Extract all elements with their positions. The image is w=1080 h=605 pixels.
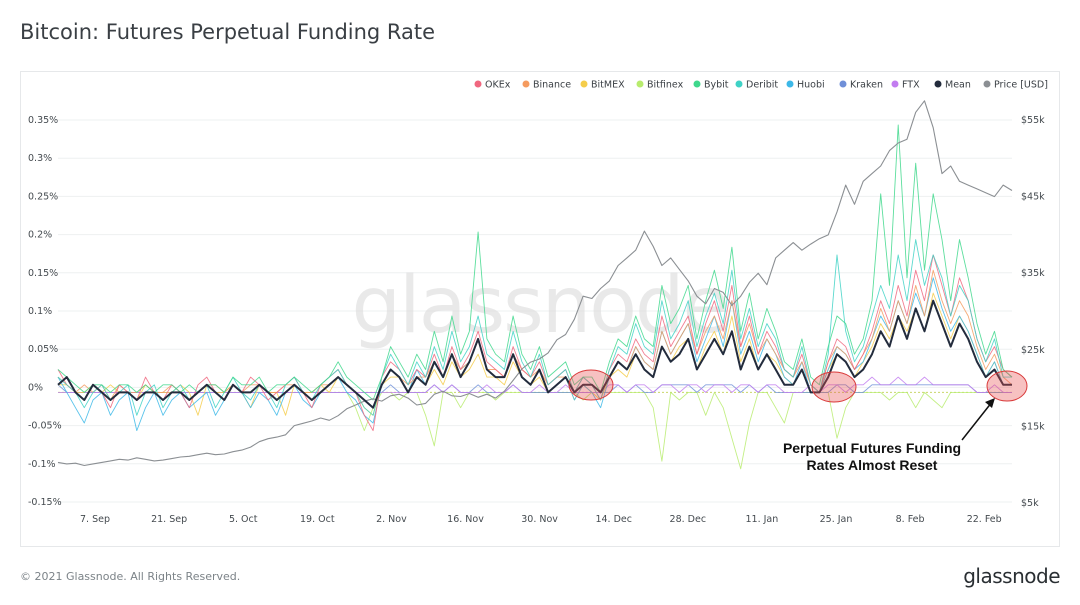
y-right-tick: $35k bbox=[1021, 268, 1045, 279]
legend-marker bbox=[474, 80, 482, 88]
legend-marker bbox=[735, 80, 743, 88]
y-left-tick: 0% bbox=[28, 382, 43, 393]
legend: OKEx Binance BitMEX Bitfinex Bybit Deribit Huo… bbox=[474, 80, 1048, 91]
x-tick: 28. Dec bbox=[670, 514, 707, 525]
y-right-tick: $5k bbox=[1021, 498, 1039, 509]
series-line-deribit bbox=[57, 239, 1012, 416]
y-axis-left: 0.35% 0.3% 0.25% 0.2% 0.15% 0.1% 0.05% 0% -0.05%… bbox=[28, 115, 62, 508]
x-tick: 30. Nov bbox=[521, 514, 558, 525]
series-lines bbox=[57, 100, 1013, 470]
legend-marker bbox=[934, 80, 942, 88]
highlight-circle-jan bbox=[811, 371, 857, 403]
legend-marker bbox=[839, 80, 847, 88]
legend-marker bbox=[636, 80, 644, 88]
y-right-tick: $15k bbox=[1021, 421, 1045, 432]
legend-marker bbox=[522, 80, 530, 88]
legend-label[interactable]: Mean bbox=[945, 80, 971, 91]
highlight-circle-feb bbox=[986, 370, 1028, 402]
y-left-tick: 0.1% bbox=[28, 306, 52, 317]
reset-highlights bbox=[568, 369, 1028, 403]
x-tick: 2. Nov bbox=[376, 514, 407, 525]
x-tick: 7. Sep bbox=[80, 514, 110, 525]
y-left-tick: -0.05% bbox=[28, 421, 62, 432]
y-left-tick: 0.25% bbox=[28, 191, 58, 202]
annotation-line-1: Perpetual Futures Funding bbox=[783, 440, 961, 456]
glassnode-logo: glassnode bbox=[963, 564, 1060, 588]
series-line-mean bbox=[57, 299, 1012, 409]
annotation-arrow-head bbox=[985, 398, 995, 408]
annotation-line-2: Rates Almost Reset bbox=[807, 457, 938, 473]
legend-label[interactable]: Price [USD] bbox=[994, 80, 1048, 91]
legend-label[interactable]: Huobi bbox=[797, 80, 825, 91]
legend-label[interactable]: Binance bbox=[533, 80, 571, 91]
legend-marker bbox=[580, 80, 588, 88]
x-tick: 21. Sep bbox=[151, 514, 187, 525]
x-tick: 14. Dec bbox=[595, 514, 632, 525]
legend-marker bbox=[983, 80, 991, 88]
annotation-arrow-line bbox=[961, 401, 993, 441]
legend-label[interactable]: Kraken bbox=[850, 80, 883, 91]
legend-label[interactable]: Bybit bbox=[704, 80, 729, 91]
x-tick: 11. Jan bbox=[746, 514, 779, 525]
series-line-price-usd bbox=[57, 100, 1013, 467]
y-left-tick: -0.1% bbox=[28, 459, 56, 470]
x-tick: 16. Nov bbox=[447, 514, 484, 525]
x-tick: 19. Oct bbox=[300, 514, 335, 525]
y-left-tick: 0.15% bbox=[28, 268, 58, 279]
x-tick: 8. Feb bbox=[896, 514, 925, 525]
legend-label[interactable]: FTX bbox=[902, 80, 920, 91]
legend-marker bbox=[693, 80, 701, 88]
chart-panel bbox=[20, 71, 1060, 547]
y-right-tick: $55k bbox=[1021, 115, 1045, 126]
y-left-tick: -0.15% bbox=[28, 497, 62, 508]
legend-label[interactable]: OKEx bbox=[485, 80, 511, 91]
y-axis-right: $55k $45k $35k $25k $15k $5k bbox=[1021, 115, 1045, 509]
y-left-tick: 0.2% bbox=[28, 230, 52, 241]
copyright-text: © 2021 Glassnode. All Rights Reserved. bbox=[20, 570, 241, 583]
x-axis: 7. Sep 21. Sep 5. Oct 19. Oct 2. Nov 16. Nov 3… bbox=[80, 514, 1002, 525]
y-left-tick: 0.05% bbox=[28, 344, 58, 355]
legend-label[interactable]: Bitfinex bbox=[647, 80, 684, 91]
y-right-tick: $25k bbox=[1021, 345, 1045, 356]
x-tick: 25. Jan bbox=[820, 514, 853, 525]
y-left-tick: 0.35% bbox=[28, 115, 58, 126]
legend-label[interactable]: BitMEX bbox=[591, 80, 625, 91]
legend-marker bbox=[786, 80, 794, 88]
legend-label[interactable]: Deribit bbox=[746, 80, 778, 91]
x-tick: 22. Feb bbox=[967, 514, 1002, 525]
page-title: Bitcoin: Futures Perpetual Funding Rate bbox=[20, 20, 436, 44]
y-right-tick: $45k bbox=[1021, 192, 1045, 203]
series-line-bybit bbox=[57, 124, 1013, 401]
x-tick: 5. Oct bbox=[229, 514, 258, 525]
legend-marker bbox=[891, 80, 899, 88]
annotation: Perpetual Futures Funding Rates Almost R… bbox=[783, 398, 995, 473]
highlight-circle-dec bbox=[568, 369, 614, 401]
y-left-tick: 0.3% bbox=[28, 153, 52, 164]
